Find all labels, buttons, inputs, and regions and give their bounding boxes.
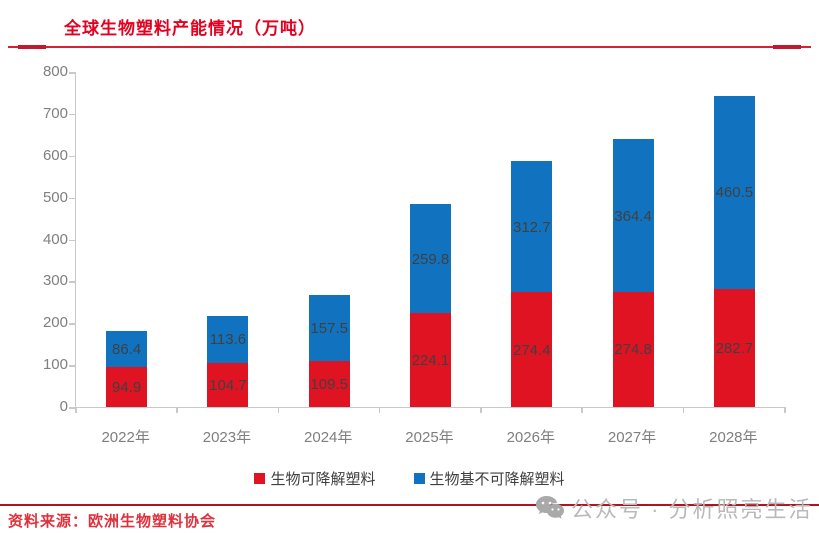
y-axis-tick-label: 300 (42, 272, 68, 290)
y-axis-tick-label: 700 (42, 104, 68, 122)
wechat-icon (536, 496, 564, 519)
bar-value-label: 282.7 (715, 339, 754, 357)
bar-segment-blue (713, 95, 755, 289)
bar-segment-blue (511, 161, 553, 293)
y-axis-tick-label: 100 (42, 356, 68, 374)
bar-segment-blue (207, 315, 249, 364)
x-axis-tick (480, 407, 482, 413)
y-axis-tick-label: 800 (42, 63, 68, 80)
bar-value-label: 460.5 (715, 184, 754, 202)
bar-value-label: 113.6 (209, 331, 247, 349)
title-divider-dash-left (18, 45, 46, 49)
x-axis-category-label: 2026年 (506, 429, 555, 446)
bar-value-label: 157.5 (310, 320, 348, 338)
bar-value-label: 94.9 (112, 379, 142, 397)
y-axis-tick-label: 200 (42, 314, 68, 332)
red-swatch-icon (254, 473, 266, 484)
bar-segment-blue (106, 331, 148, 368)
x-axis-tick (378, 407, 381, 413)
stacked-bar-chart: 94.9 86.4 104.7 113.6 109.5 157.5 224.1 259.8 27… (75, 72, 785, 408)
y-axis-tick (69, 365, 75, 367)
title-divider-dash-right (773, 45, 801, 49)
y-axis-tick (69, 239, 75, 241)
y-axis-tick-label: 400 (42, 230, 68, 248)
blue-swatch-icon (413, 473, 425, 484)
bar-segment-blue (612, 139, 654, 292)
page-title: 全球生物塑料产能情况（万吨） (64, 19, 316, 38)
bar-segment-blue (308, 295, 350, 362)
legend-label: 生物可降解塑料 (270, 471, 376, 488)
bar-value-label: 86.4 (112, 341, 142, 359)
bar-value-label: 274.8 (614, 341, 652, 359)
bar-segment-blue (410, 204, 451, 314)
x-axis-tick (682, 407, 685, 413)
bar-value-label: 364.4 (614, 207, 652, 225)
x-axis-category-label: 2028年 (709, 429, 758, 446)
bar-segment-red (106, 367, 148, 407)
y-axis-tick (69, 323, 75, 325)
bar-value-label: 109.5 (310, 376, 348, 394)
y-axis-tick (69, 72, 75, 74)
legend-item-biodegradable: 生物可降解塑料 (254, 468, 376, 489)
bar-value-label: 224.1 (411, 352, 450, 370)
y-axis-tick (69, 113, 75, 116)
x-axis-tick (75, 407, 77, 413)
source-note: 资料来源：欧洲生物塑料协会 (8, 513, 217, 530)
x-axis-category-label: 2023年 (202, 429, 252, 446)
bar-segment-red (612, 291, 654, 407)
title-divider (8, 46, 811, 48)
y-axis-tick (69, 281, 75, 283)
watermark: 公众号 · 分析照亮生活 (535, 492, 819, 524)
bar-value-label: 274.4 (513, 341, 551, 359)
x-axis-category-label: 2024年 (304, 429, 353, 446)
bar-segment-red (511, 292, 553, 407)
x-axis-category-label: 2027年 (607, 429, 657, 446)
bar-value-label: 259.8 (411, 250, 450, 268)
legend-label: 生物基不可降解塑料 (429, 471, 565, 488)
y-axis-tick (69, 407, 75, 409)
y-axis-tick-label: 500 (42, 188, 68, 206)
legend-item-biobased-nondegradable: 生物基不可降解塑料 (413, 468, 565, 489)
bar-segment-red (207, 363, 249, 407)
y-axis-tick (69, 155, 75, 158)
chart-legend: 生物可降解塑料 生物基不可降解塑料 (0, 468, 819, 489)
bar-segment-red (713, 288, 755, 407)
watermark-text: 公众号 · 分析照亮生活 (571, 497, 813, 522)
footer-divider (0, 504, 819, 506)
bar-segment-red (410, 313, 451, 407)
x-axis-tick (581, 407, 583, 413)
x-axis-category-label: 2022年 (101, 429, 150, 446)
bar-value-label: 104.7 (209, 377, 247, 395)
y-axis-tick (69, 197, 75, 200)
bar-segment-red (308, 361, 350, 407)
bar-value-label: 312.7 (513, 218, 551, 236)
x-axis-category-label: 2025年 (405, 429, 454, 446)
y-axis-tick-label: 600 (42, 146, 68, 164)
x-axis-tick (176, 407, 178, 413)
x-axis-tick (277, 407, 280, 413)
x-axis-tick (784, 407, 786, 413)
y-axis-tick-label: 0 (59, 398, 68, 415)
